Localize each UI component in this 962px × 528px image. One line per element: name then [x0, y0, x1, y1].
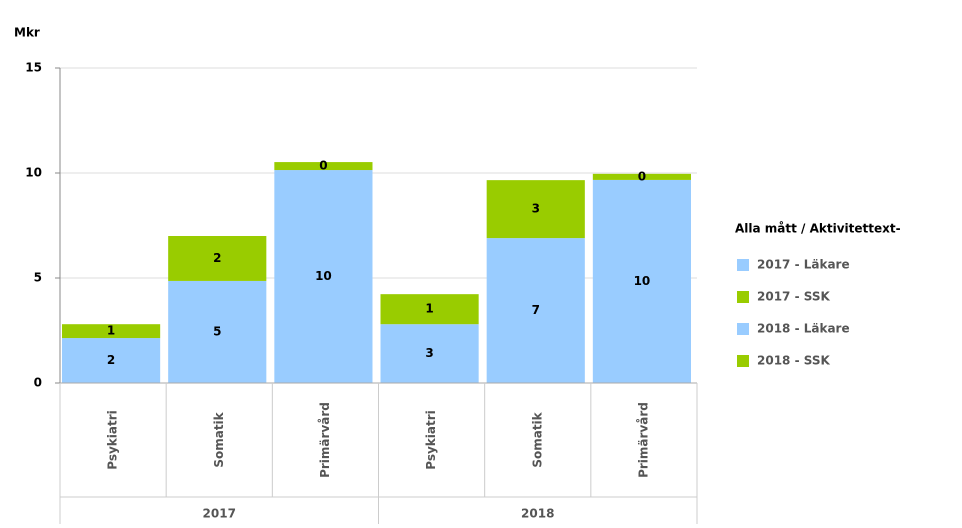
- data-label: 7: [532, 303, 540, 317]
- data-label: 0: [319, 159, 327, 173]
- data-label: 0: [638, 169, 646, 183]
- group-label: 2017: [203, 507, 236, 521]
- data-label: 1: [425, 302, 433, 316]
- y-tick-label: 0: [34, 376, 42, 390]
- data-label: 10: [315, 269, 332, 283]
- y-axis-title: Mkr: [14, 26, 40, 40]
- bar-segment: [168, 280, 267, 383]
- x-tick-label: Somatik: [530, 411, 544, 467]
- legend-label: 2017 - SSK: [757, 290, 830, 304]
- data-label: 3: [425, 346, 433, 360]
- legend-label: 2018 - Läkare: [757, 322, 850, 336]
- x-tick-label: Psykiatri: [424, 410, 438, 470]
- bar-segment: [592, 179, 691, 383]
- y-tick-label: 10: [25, 166, 42, 180]
- data-label: 10: [634, 274, 651, 288]
- x-tick-label: Primärvård: [636, 402, 650, 478]
- data-label: 5: [213, 324, 221, 338]
- y-tick-label: 5: [34, 271, 42, 285]
- y-tick-label: 15: [25, 61, 42, 75]
- bar-segment: [274, 170, 373, 383]
- bar-segment: [592, 173, 691, 180]
- data-label: 1: [107, 324, 115, 338]
- legend-title: Alla mått / Aktivitettext-: [735, 222, 901, 236]
- bar-segment: [380, 294, 479, 325]
- bar-segment: [486, 238, 585, 383]
- bar-segment: [380, 324, 479, 383]
- bar-segment: [62, 324, 161, 339]
- legend-label: 2017 - Läkare: [757, 258, 850, 272]
- data-label: 2: [107, 353, 115, 367]
- data-label: 2: [213, 251, 221, 265]
- bar-segment: [486, 180, 585, 239]
- bar-segment: [274, 162, 373, 171]
- legend-swatch: [737, 291, 749, 303]
- group-label: 2018: [521, 507, 554, 521]
- data-label: 3: [532, 202, 540, 216]
- x-tick-label: Somatik: [212, 411, 226, 467]
- legend-swatch: [737, 323, 749, 335]
- legend-swatch: [737, 355, 749, 367]
- x-tick-label: Primärvård: [318, 402, 332, 478]
- legend-swatch: [737, 259, 749, 271]
- bar-segment: [62, 338, 161, 383]
- x-tick-label: Psykiatri: [106, 410, 120, 470]
- bar-segment: [168, 236, 267, 281]
- legend-label: 2018 - SSK: [757, 354, 830, 368]
